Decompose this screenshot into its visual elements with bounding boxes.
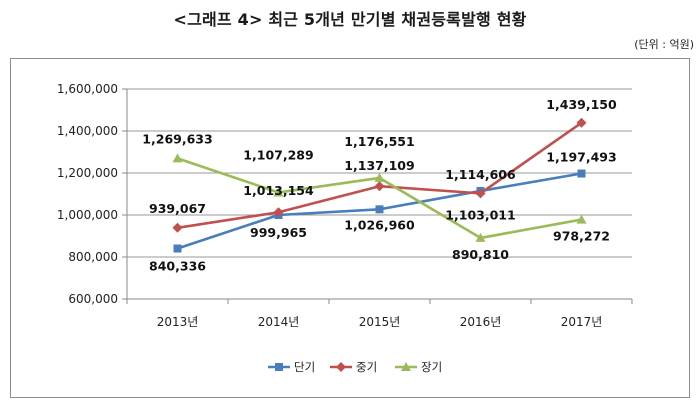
legend-label-long: 장기 xyxy=(421,360,442,374)
data-label-short: 1,114,606 xyxy=(445,167,516,182)
data-label-mid: 939,067 xyxy=(149,201,206,216)
point-short xyxy=(577,169,586,178)
point-long xyxy=(576,214,587,224)
point-long xyxy=(475,232,486,242)
point-long xyxy=(172,153,183,163)
point-short xyxy=(375,205,384,214)
legend-marker-long xyxy=(401,362,411,371)
point-mid xyxy=(576,117,587,128)
x-tick-label: 2017년 xyxy=(561,315,603,329)
point-long xyxy=(273,187,284,197)
legend-marker-mid xyxy=(336,362,346,372)
point-mid xyxy=(475,188,486,199)
data-label-long: 1,176,551 xyxy=(344,134,414,149)
data-label-mid: 1,137,109 xyxy=(344,158,414,173)
unit-label: (단위 : 억원) xyxy=(634,38,694,51)
legend-label-mid: 중기 xyxy=(356,360,377,374)
legend-label-short: 단기 xyxy=(294,360,315,374)
chart-frame xyxy=(10,58,690,398)
data-label-short: 840,336 xyxy=(149,259,206,274)
point-mid xyxy=(172,222,183,233)
data-label-long: 1,107,289 xyxy=(243,147,313,162)
x-tick-label: 2015년 xyxy=(359,315,401,329)
data-label-long: 890,810 xyxy=(452,247,509,262)
chart-title: <그래프 4> 최근 5개년 만기별 채권등록발행 현황 xyxy=(173,10,527,29)
x-tick-label: 2013년 xyxy=(157,315,199,329)
y-tick-label: 1,400,000 xyxy=(57,124,118,138)
data-label-short: 1,026,960 xyxy=(344,217,415,232)
data-label-mid: 1,439,150 xyxy=(546,97,617,112)
point-long xyxy=(374,172,385,182)
x-tick-label: 2016년 xyxy=(460,315,502,329)
point-short xyxy=(173,244,182,253)
data-label-mid: 1,103,011 xyxy=(445,207,515,222)
legend-marker-short xyxy=(275,363,283,371)
y-tick-label: 600,000 xyxy=(68,292,118,306)
data-label-short: 1,197,493 xyxy=(546,150,616,165)
y-tick-label: 1,000,000 xyxy=(57,208,118,222)
data-label-long: 1,269,633 xyxy=(142,131,212,146)
data-label-mid: 1,013,154 xyxy=(243,183,314,198)
x-tick-label: 2014년 xyxy=(258,315,300,329)
point-mid xyxy=(273,207,284,218)
data-label-long: 978,272 xyxy=(553,229,610,244)
y-tick-label: 1,600,000 xyxy=(57,82,118,96)
point-mid xyxy=(374,181,385,192)
data-label-short: 999,965 xyxy=(250,225,307,240)
y-tick-label: 1,200,000 xyxy=(57,166,118,180)
y-tick-label: 800,000 xyxy=(68,250,118,264)
